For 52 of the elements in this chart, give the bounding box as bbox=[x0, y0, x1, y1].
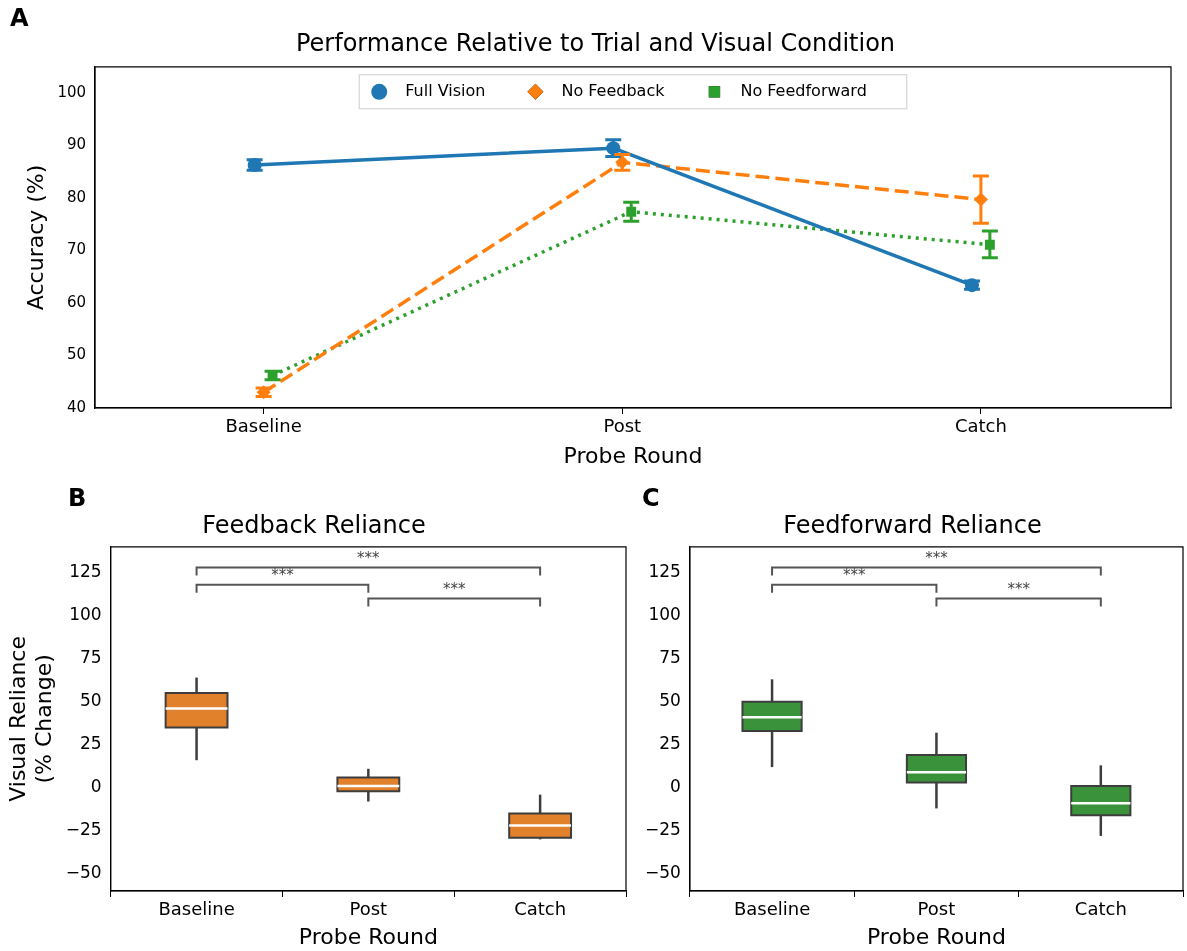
y-tick-label: 0 bbox=[670, 776, 681, 797]
text: B bbox=[68, 484, 87, 513]
y-tick-label: 50 bbox=[80, 690, 102, 711]
annotation: *** bbox=[843, 566, 866, 585]
y-tick-label: 25 bbox=[659, 733, 681, 754]
y-tick-label: 125 bbox=[648, 561, 681, 582]
annotation: *** bbox=[925, 548, 949, 567]
legend-label: Full Vision bbox=[405, 80, 486, 100]
y-tick-label: 75 bbox=[659, 647, 681, 668]
y-tick-label: 100 bbox=[57, 82, 87, 101]
y-tick-label: −50 bbox=[644, 862, 681, 883]
x-tick-label: Post bbox=[917, 898, 956, 920]
annotation: *** bbox=[357, 548, 381, 567]
y-tick-label: 90 bbox=[66, 135, 87, 154]
x-tick-label: Baseline bbox=[225, 415, 302, 437]
y-tick-label: 50 bbox=[659, 690, 681, 711]
legend-label: No Feedback bbox=[561, 80, 666, 100]
chart-title: Feedforward Reliance bbox=[783, 510, 1042, 539]
y-tick-label: 125 bbox=[69, 561, 102, 582]
y-tick-label: 70 bbox=[66, 240, 87, 259]
y-tick-label: 25 bbox=[80, 733, 102, 754]
x-tick-label: Catch bbox=[954, 415, 1007, 437]
chart-title: Performance Relative to Trial and Visual Condition bbox=[295, 28, 896, 57]
x-tick-label: Baseline bbox=[158, 898, 235, 920]
y-tick-label: −50 bbox=[65, 862, 102, 883]
x-axis-title: Probe Round bbox=[563, 442, 703, 468]
x-tick-label: Catch bbox=[1074, 898, 1127, 920]
x-axis-title: Probe Round bbox=[866, 923, 1006, 949]
annotation: *** bbox=[1007, 579, 1031, 598]
y-tick-label: 75 bbox=[80, 647, 102, 668]
y-tick-label: 60 bbox=[66, 292, 87, 311]
text: A bbox=[10, 4, 29, 33]
y-tick-label: 40 bbox=[66, 397, 87, 416]
x-tick-label: Post bbox=[603, 415, 642, 437]
chart-title: Feedback Reliance bbox=[202, 510, 426, 539]
text: C bbox=[642, 484, 660, 513]
x-tick-label: Baseline bbox=[733, 898, 811, 920]
y-tick-label: −25 bbox=[65, 819, 102, 840]
annotation: *** bbox=[271, 566, 295, 585]
y-tick-label: −25 bbox=[644, 819, 681, 840]
y-axis-title: Visual Reliance (% Change) bbox=[4, 636, 57, 802]
y-tick-label: 80 bbox=[66, 187, 87, 206]
annotation: *** bbox=[442, 579, 466, 598]
y-axis-title: Accuracy (%) bbox=[22, 164, 48, 311]
y-tick-label: 100 bbox=[648, 604, 681, 625]
x-tick-label: Post bbox=[349, 898, 388, 920]
x-axis-title: Probe Round bbox=[298, 923, 438, 949]
x-tick-label: Catch bbox=[514, 898, 567, 920]
legend-label: No Feedforward bbox=[740, 80, 867, 100]
y-tick-label: 100 bbox=[69, 604, 102, 625]
y-tick-label: 50 bbox=[66, 345, 87, 364]
y-tick-label: 0 bbox=[90, 776, 102, 797]
